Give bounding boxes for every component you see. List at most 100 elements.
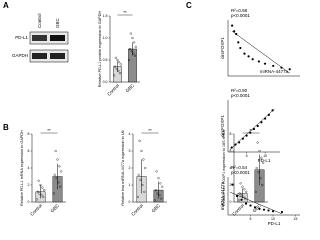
data-point [253, 206, 257, 209]
data-point [159, 182, 162, 185]
data-point [262, 161, 265, 164]
data-point [119, 63, 122, 66]
fit-line [229, 108, 275, 150]
x-tick-label: 5 [250, 217, 252, 221]
data-point [115, 67, 118, 70]
data-point [230, 146, 233, 149]
data-point [133, 54, 137, 57]
y-tick-label: 3 [129, 149, 131, 153]
data-point [116, 58, 119, 62]
data-point [231, 24, 234, 27]
data-point [240, 194, 243, 197]
y-tick-label: 2 [28, 183, 30, 187]
data-point [36, 190, 39, 193]
data-point [52, 192, 55, 195]
annotation: R²=0.90 [231, 88, 248, 93]
fit-line [230, 191, 283, 215]
x-tick-label: Control [130, 203, 144, 217]
data-point [260, 121, 263, 124]
data-point [56, 158, 59, 161]
data-point [131, 36, 134, 40]
data-point [161, 185, 164, 188]
y-axis-label: Relative PD-L1 protein expression to GAP… [98, 11, 102, 88]
data-point [134, 45, 137, 48]
data-point [54, 149, 57, 153]
x-tick-label: Control [106, 83, 120, 97]
y-axis-label: miRNA-4477a [220, 181, 225, 210]
significance: ** [249, 128, 253, 133]
data-point [255, 166, 258, 170]
data-point [233, 30, 236, 33]
data-point [254, 190, 257, 193]
y-tick-label: 0 [230, 200, 232, 204]
annotation: R²=0.54 [231, 165, 248, 170]
y-axis-label: Relative hsa miRNA-4477a expression to U… [121, 130, 125, 205]
y-tick-label: 4 [28, 166, 30, 170]
data-point [140, 149, 143, 153]
y-tick-label: 1.0 [103, 36, 108, 40]
data-point [271, 210, 275, 213]
data-point [240, 198, 243, 201]
y-tick-label: 0.5 [103, 58, 108, 62]
data-point [58, 165, 61, 168]
data-point [259, 177, 262, 180]
annotation: p<0.0001 [231, 13, 250, 18]
data-point [133, 41, 136, 44]
data-point [244, 202, 248, 205]
data-point [42, 195, 45, 198]
data-point [258, 207, 261, 211]
data-point [267, 209, 270, 212]
data-point [40, 194, 43, 197]
data-point [238, 192, 241, 195]
data-point [249, 204, 252, 207]
y-axis-label: Relative PD-L1 mRNA expression to GAPDH [20, 130, 24, 206]
data-point [256, 141, 259, 144]
data-point [38, 192, 41, 195]
x-tick-label: Control [29, 203, 43, 217]
data-point [139, 178, 142, 181]
x-tick-label: 15 [294, 217, 298, 221]
data-point [132, 52, 135, 55]
data-point [237, 199, 240, 202]
data-point [43, 189, 46, 192]
data-point [59, 185, 62, 188]
data-point [39, 183, 42, 187]
x-tick-label: 10 [263, 154, 267, 158]
data-point [251, 58, 254, 61]
data-point [262, 208, 266, 211]
data-point [138, 139, 141, 142]
y-tick-label: 2 [230, 183, 232, 187]
panel-label: A [3, 1, 9, 10]
data-point [239, 46, 242, 50]
data-point [155, 170, 158, 173]
data-point [261, 183, 264, 187]
x-tick-label: 5 [246, 154, 248, 158]
y-tick-label: 4 [129, 132, 131, 136]
significance: ** [123, 10, 127, 15]
data-point [144, 166, 147, 170]
data-point [114, 56, 117, 59]
data-point [157, 177, 160, 180]
data-point [257, 60, 260, 63]
data-point [143, 190, 146, 193]
y-axis-label: Relative circ FOXP1 expression to 18S rR… [222, 130, 226, 206]
data-point [113, 65, 117, 68]
data-point [137, 173, 140, 176]
data-point [280, 210, 284, 214]
data-point [41, 186, 44, 189]
data-point [118, 72, 122, 75]
annotation: p<0.0001 [231, 170, 250, 175]
data-point [153, 199, 156, 202]
data-point [257, 171, 260, 174]
data-point [239, 182, 242, 185]
annotation: p<0.0001 [231, 93, 250, 98]
data-point [243, 188, 246, 191]
data-point [53, 173, 56, 176]
x-tick-label: GBC [50, 202, 61, 213]
y-tick-label: 8 [28, 132, 30, 136]
data-point [35, 198, 38, 201]
significance: ** [148, 128, 152, 133]
x-tick-label: Control [231, 203, 245, 217]
x-tick-label: GBC [252, 202, 263, 213]
y-tick-label: 8 [230, 132, 232, 136]
